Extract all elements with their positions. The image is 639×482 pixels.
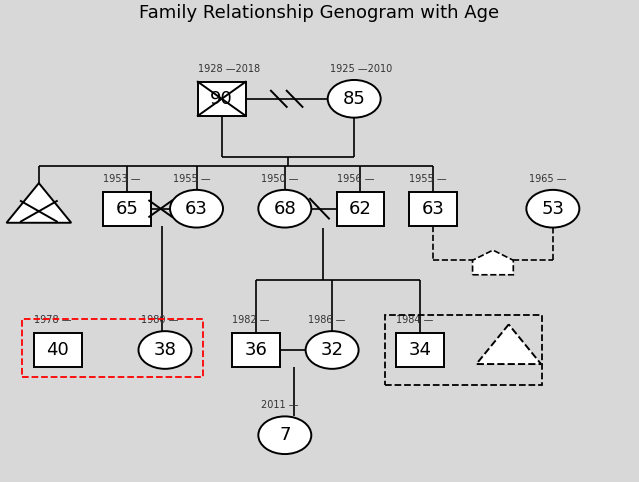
Circle shape bbox=[527, 190, 580, 228]
Title: Family Relationship Genogram with Age: Family Relationship Genogram with Age bbox=[139, 4, 500, 22]
Bar bbox=[396, 333, 444, 367]
Bar bbox=[385, 315, 542, 386]
Text: 1925 —2010: 1925 —2010 bbox=[330, 64, 392, 74]
Polygon shape bbox=[476, 324, 541, 364]
Text: 1978 —: 1978 — bbox=[34, 315, 72, 325]
Text: 90: 90 bbox=[210, 90, 233, 108]
Polygon shape bbox=[6, 183, 71, 223]
Text: 1984 —: 1984 — bbox=[396, 315, 434, 325]
Text: 1986 —: 1986 — bbox=[308, 315, 346, 325]
Text: 63: 63 bbox=[422, 200, 445, 218]
Text: 1928 —2018: 1928 —2018 bbox=[198, 64, 260, 74]
Text: 1956 —: 1956 — bbox=[337, 174, 374, 184]
Text: 62: 62 bbox=[349, 200, 372, 218]
Text: 65: 65 bbox=[116, 200, 139, 218]
Text: 1965 —: 1965 — bbox=[529, 174, 566, 184]
Circle shape bbox=[139, 331, 192, 369]
Text: 2011 —: 2011 — bbox=[261, 400, 298, 410]
Text: 1953 —: 1953 — bbox=[103, 174, 141, 184]
Bar bbox=[409, 192, 457, 226]
Text: 1950 —: 1950 — bbox=[261, 174, 298, 184]
Text: 1980 —: 1980 — bbox=[141, 315, 178, 325]
Text: 34: 34 bbox=[409, 341, 432, 359]
Bar bbox=[103, 192, 151, 226]
Polygon shape bbox=[473, 250, 513, 275]
Bar bbox=[22, 320, 203, 377]
Text: 32: 32 bbox=[321, 341, 344, 359]
Bar bbox=[337, 192, 385, 226]
Circle shape bbox=[258, 416, 311, 454]
Circle shape bbox=[328, 80, 381, 118]
Text: 1955 —: 1955 — bbox=[173, 174, 210, 184]
Text: 85: 85 bbox=[343, 90, 366, 108]
Text: 1982 —: 1982 — bbox=[233, 315, 270, 325]
Text: 68: 68 bbox=[273, 200, 296, 218]
Bar bbox=[34, 333, 82, 367]
Circle shape bbox=[170, 190, 223, 228]
Text: 36: 36 bbox=[245, 341, 268, 359]
Text: 53: 53 bbox=[541, 200, 564, 218]
Circle shape bbox=[305, 331, 358, 369]
Text: 7: 7 bbox=[279, 426, 291, 444]
Bar bbox=[198, 82, 246, 116]
Text: 40: 40 bbox=[47, 341, 69, 359]
Bar bbox=[233, 333, 281, 367]
Text: 38: 38 bbox=[153, 341, 176, 359]
Text: 1955 —: 1955 — bbox=[409, 174, 447, 184]
Circle shape bbox=[258, 190, 311, 228]
Text: 63: 63 bbox=[185, 200, 208, 218]
